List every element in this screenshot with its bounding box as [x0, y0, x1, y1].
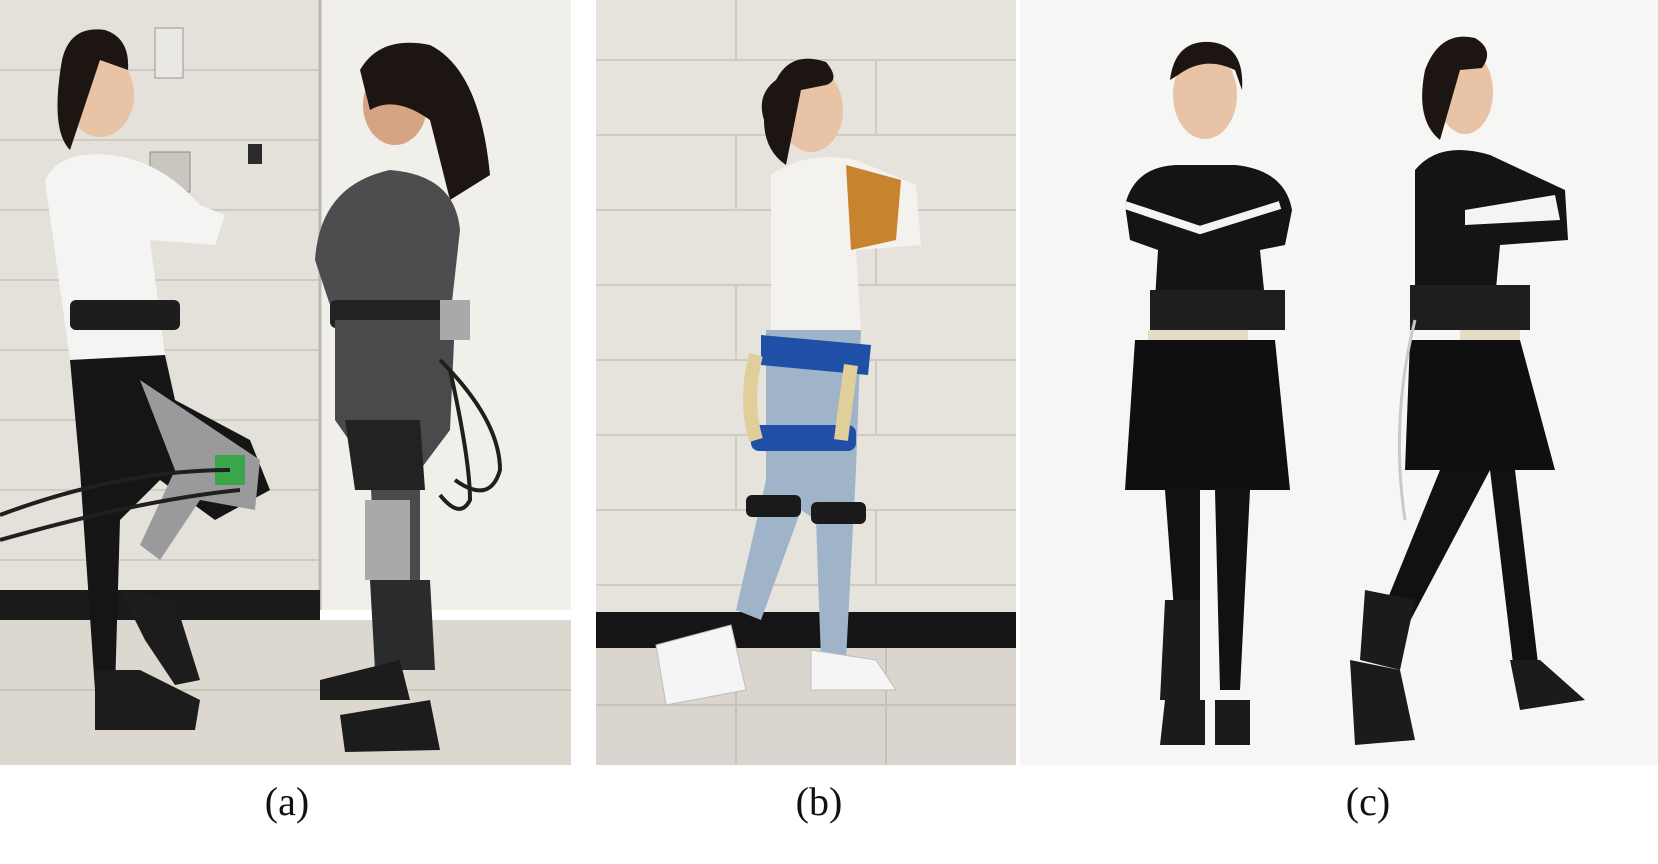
person-front-view	[1123, 41, 1292, 745]
panel-b-photo	[596, 0, 1016, 765]
panel-a-photo	[0, 0, 571, 765]
panel-c-photo	[1020, 0, 1658, 765]
person-left	[45, 29, 270, 730]
photo-front-and-side-views	[1020, 0, 1658, 765]
person-side-view	[1350, 36, 1585, 745]
caption-c: (c)	[1345, 779, 1391, 824]
photo-soft-hip-exosuit	[596, 0, 1016, 765]
caption-b: (b)	[795, 779, 843, 824]
person-center	[655, 58, 921, 706]
caption-a: (a)	[264, 779, 310, 824]
photo-knee-exoskeletons	[0, 0, 571, 765]
person-right	[315, 42, 490, 752]
